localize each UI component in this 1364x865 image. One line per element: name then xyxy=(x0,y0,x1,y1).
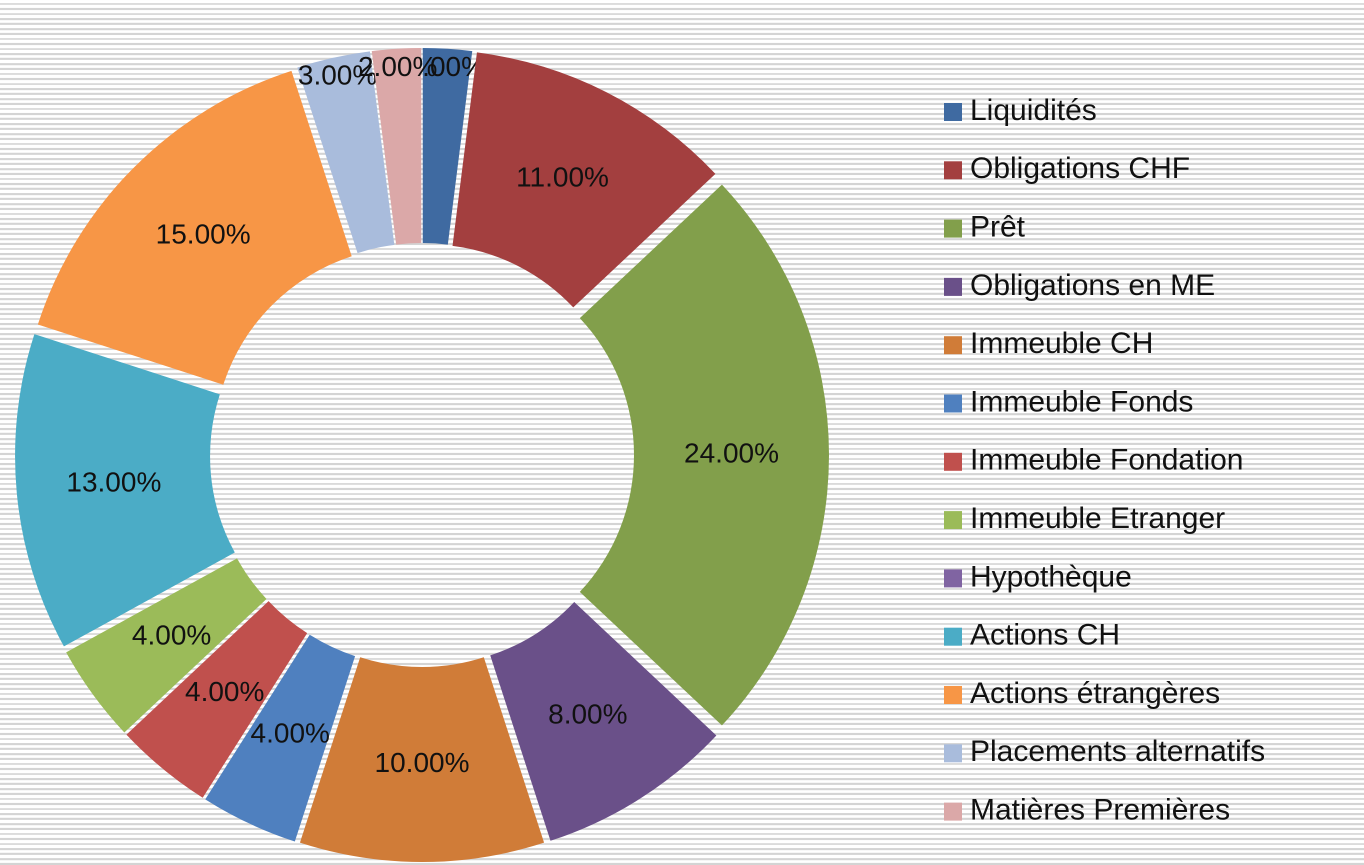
data-label: 11.00% xyxy=(516,162,609,193)
data-label: 15.00% xyxy=(156,219,251,250)
legend-swatch xyxy=(944,627,962,646)
legend-swatch xyxy=(944,103,962,121)
donut-slice xyxy=(297,51,395,254)
legend-label: Obligations en ME xyxy=(970,269,1215,302)
data-label: 2.00% xyxy=(358,51,437,82)
donut-slice xyxy=(371,48,422,245)
donut-slice xyxy=(579,184,829,726)
donut-slice xyxy=(422,48,473,245)
data-label: 3.00% xyxy=(298,60,377,91)
legend-label: Actions étrangères xyxy=(970,677,1220,710)
legend-swatch xyxy=(944,802,962,821)
legend-swatch xyxy=(944,277,962,296)
data-label: 24.00% xyxy=(684,437,779,468)
donut-slice xyxy=(66,558,267,733)
data-label: 4.00% xyxy=(185,676,264,707)
legend-swatch xyxy=(944,336,962,355)
legend-label: Immeuble Fondation xyxy=(970,444,1244,477)
legend-label: Obligations CHF xyxy=(970,152,1190,185)
data-label: 8.00% xyxy=(548,699,627,730)
legend-label: Matières Premières xyxy=(970,794,1230,827)
legend-label: Immeuble CH xyxy=(970,327,1153,360)
legend-label: Immeuble Etranger xyxy=(970,502,1225,535)
donut-slice xyxy=(490,602,717,841)
legend-swatch xyxy=(944,569,962,588)
donut-slice xyxy=(65,557,237,652)
donut-slice xyxy=(452,52,716,308)
legend-label: Prêt xyxy=(970,211,1026,244)
donut-slice xyxy=(37,70,352,385)
legend-swatch xyxy=(944,452,962,471)
data-label: 4.00% xyxy=(251,717,330,748)
legend-swatch xyxy=(944,686,962,704)
legend-label: Liquidités xyxy=(970,94,1097,127)
legend-swatch xyxy=(944,219,962,238)
legend-label: Immeuble Fonds xyxy=(970,385,1193,418)
data-label: 13.00% xyxy=(66,467,161,498)
legend-label: Placements alternatifs xyxy=(970,735,1265,768)
legend-swatch xyxy=(944,161,962,180)
legend-swatch xyxy=(944,394,962,413)
legend-swatch xyxy=(944,744,962,763)
data-label: 10.00% xyxy=(375,747,470,778)
legend-label: Actions CH xyxy=(970,619,1120,652)
donut-slice xyxy=(126,601,308,798)
legend-swatch xyxy=(944,511,962,530)
donut-slice xyxy=(299,657,545,862)
donut-slice xyxy=(205,634,356,842)
data-label: 4.00% xyxy=(132,619,211,650)
donut-slice xyxy=(15,334,235,647)
legend-label: Hypothèque xyxy=(970,560,1132,593)
